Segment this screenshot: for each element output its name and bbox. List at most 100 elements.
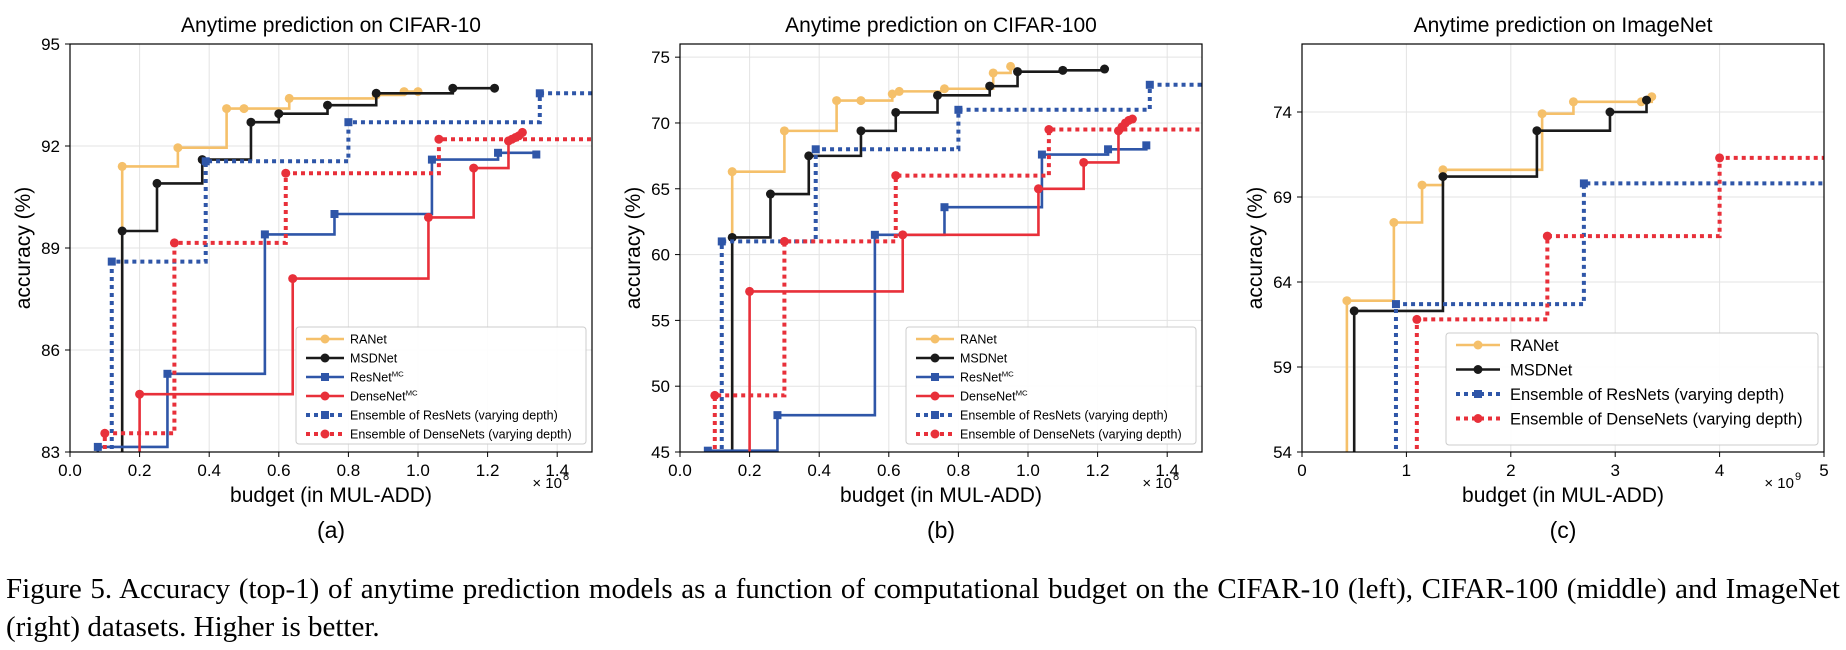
data-point-ranet xyxy=(1438,165,1448,175)
x-axis-exponent: 8 xyxy=(1173,471,1179,483)
data-point-ranet xyxy=(222,104,232,114)
legend-marker-ranet xyxy=(320,334,330,344)
plot-area xyxy=(93,83,592,452)
data-point-msdnet xyxy=(1013,67,1023,77)
data-point-ranet xyxy=(239,104,249,114)
data-point-resnet xyxy=(427,155,436,164)
data-point-msdnet xyxy=(371,88,381,98)
legend-box xyxy=(1445,332,1819,446)
data-point-resnet xyxy=(773,411,782,420)
chart-title: Anytime prediction on ImageNet xyxy=(1414,14,1713,37)
legend: RANet MSDNet ResNetMC DenseNetMC Ensemble of… xyxy=(905,326,1197,445)
data-point-resnet xyxy=(1142,141,1151,150)
data-point-ensdense xyxy=(434,134,444,144)
y-axis-label: accuracy (%) xyxy=(622,187,645,310)
legend: RANet MSDNet ResNetMC DenseNetMC Ensemble of… xyxy=(295,326,587,445)
data-point-ranet xyxy=(779,126,789,136)
data-point-ranet xyxy=(1417,180,1427,190)
series-line-ensdense xyxy=(102,137,592,452)
data-point-densenet xyxy=(1033,184,1043,194)
legend-marker-ranet xyxy=(1473,340,1483,350)
y-tick-label: 55 xyxy=(651,311,670,330)
data-point-msdnet xyxy=(804,151,814,161)
legend-label-ensres: Ensemble of ResNets (varying depth) xyxy=(1510,386,1784,404)
legend-marker-ensres xyxy=(321,411,329,419)
data-point-resnet xyxy=(532,150,541,159)
data-point-densenet xyxy=(1127,114,1137,124)
panel-label: (a) xyxy=(317,517,345,543)
data-point-ensres xyxy=(1579,179,1588,188)
data-point-ranet xyxy=(173,143,183,153)
x-axis-label: budget (in MUL-ADD) xyxy=(840,484,1042,507)
data-point-ranet xyxy=(1568,97,1578,107)
data-point-ensres xyxy=(717,237,726,246)
y-tick-label: 69 xyxy=(1273,188,1292,207)
legend-marker-msdnet xyxy=(1473,365,1483,374)
legend-marker-ensres xyxy=(931,411,939,419)
data-point-msdnet xyxy=(274,109,284,119)
data-point-msdnet xyxy=(448,83,458,93)
x-tick-label: 0.6 xyxy=(877,461,901,480)
x-axis-label: budget (in MUL-ADD) xyxy=(230,484,432,507)
series-line-msdnet xyxy=(1352,100,1648,452)
legend-marker-msdnet xyxy=(930,353,940,363)
data-point-msdnet xyxy=(1100,64,1110,74)
data-point-resnet xyxy=(494,148,503,157)
data-point-resnet xyxy=(1104,145,1113,154)
data-point-msdnet xyxy=(117,226,127,236)
y-axis-label: accuracy (%) xyxy=(12,187,35,310)
data-point-ensdense xyxy=(281,168,291,178)
data-point-ranet xyxy=(1537,109,1547,119)
data-point-densenet xyxy=(135,389,145,399)
chart-panel-0: 0.0 0.2 0.4 0.6 0.8 1.0 1.2 1.4 83 86 89 92 95 Anytim… xyxy=(12,14,593,543)
x-tick-label: 0.4 xyxy=(197,461,221,480)
legend-box xyxy=(295,326,587,445)
figure: 0.0 0.2 0.4 0.6 0.8 1.0 1.2 1.48386899295Anytim… xyxy=(12,14,1829,543)
x-tick-label: 2 xyxy=(1506,461,1515,480)
legend-label-densenet: DenseNetMC xyxy=(350,389,418,404)
x-tick-label: 1.4 xyxy=(1155,461,1179,480)
data-point-resnet xyxy=(260,230,269,239)
data-point-msdnet xyxy=(765,189,775,199)
data-point-msdnet xyxy=(933,90,943,100)
data-point-ranet xyxy=(117,161,127,171)
legend-label-ensdense: Ensemble of DenseNets (varying depth) xyxy=(960,428,1182,442)
axes-frame xyxy=(679,43,1203,453)
y-tick-label: 59 xyxy=(1273,358,1292,377)
data-point-resnet xyxy=(870,230,879,239)
data-point-msdnet xyxy=(490,83,500,93)
data-point-densenet xyxy=(288,274,298,284)
series-line-msdnet xyxy=(730,69,1106,452)
data-point-resnet xyxy=(703,446,712,452)
data-point-ensdense xyxy=(779,236,789,246)
x-tick-label: 1.4 xyxy=(545,461,569,480)
legend-label-densenet: DenseNetMC xyxy=(960,389,1028,404)
data-point-ensres xyxy=(1391,300,1400,309)
y-tick-label: 75 xyxy=(651,48,670,67)
data-point-ensdense xyxy=(1542,231,1552,241)
data-point-resnet xyxy=(330,210,339,218)
data-point-ensdense xyxy=(1044,125,1054,135)
y-tick-label: 64 xyxy=(1273,273,1292,292)
chart-panel-2: 0 1 2 3 4 5 54 59 64 69 74 Anytime prediction on Im… xyxy=(1244,14,1829,543)
x-tick-label: 1 xyxy=(1402,461,1411,480)
data-point-msdnet xyxy=(891,107,901,117)
x-tick-label: 1.2 xyxy=(476,461,500,480)
x-tick-label: 3 xyxy=(1610,461,1619,480)
y-tick-label: 54 xyxy=(1273,443,1292,462)
x-tick-label: 0.4 xyxy=(807,461,831,480)
x-tick-label: 1.2 xyxy=(1086,461,1110,480)
legend-marker-msdnet xyxy=(320,353,330,363)
data-point-ensres xyxy=(811,145,820,154)
legend-marker-ranet xyxy=(930,334,940,344)
panel-label: (b) xyxy=(927,517,955,543)
x-tick-label: 0.2 xyxy=(128,461,152,480)
data-point-msdnet xyxy=(1605,107,1615,117)
x-tick-label: 0.6 xyxy=(267,461,291,480)
chart-title: Anytime prediction on CIFAR-100 xyxy=(785,14,1097,37)
y-tick-label: 45 xyxy=(651,443,670,462)
y-axis-label: accuracy (%) xyxy=(1244,187,1267,310)
x-axis-exponent: 8 xyxy=(563,471,569,483)
y-tick-label: 50 xyxy=(651,377,670,396)
axes-frame xyxy=(1301,43,1825,453)
